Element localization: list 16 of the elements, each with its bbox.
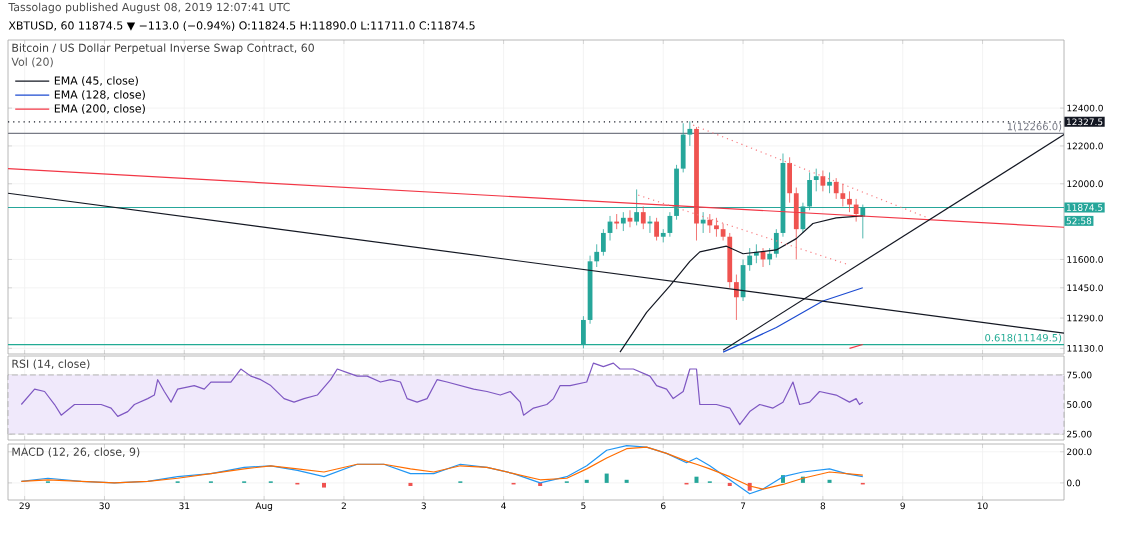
candlestick bbox=[654, 217, 659, 241]
candlestick bbox=[820, 170, 826, 192]
candlestick bbox=[640, 206, 646, 230]
candlestick bbox=[734, 274, 739, 321]
line-series bbox=[722, 287, 864, 353]
candlestick bbox=[813, 168, 819, 192]
candlestick bbox=[680, 122, 686, 173]
candlestick bbox=[793, 187, 799, 260]
candlestick bbox=[707, 213, 713, 234]
candlestick bbox=[787, 156, 793, 204]
candlestick bbox=[840, 183, 846, 207]
candlestick bbox=[833, 177, 839, 200]
candlestick bbox=[620, 211, 626, 232]
candlestick bbox=[714, 217, 719, 238]
candlestick bbox=[827, 172, 832, 194]
candlestick bbox=[853, 198, 859, 222]
